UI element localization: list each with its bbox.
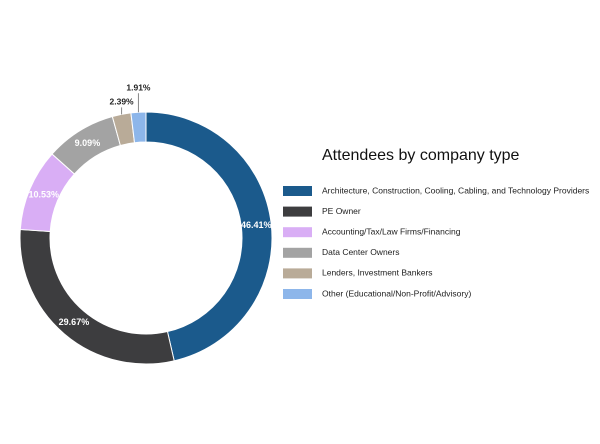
legend-label: Data Center Owners: [322, 247, 399, 257]
data-label: 9.09%: [75, 138, 101, 148]
legend-label: PE Owner: [322, 206, 361, 216]
data-label: 1.91%: [126, 82, 151, 92]
legend-label: Accounting/Tax/Law Firms/Financing: [322, 226, 461, 236]
legend-label: Other (Educational/Non-Profit/Advisory): [322, 288, 471, 298]
data-label: 46.41%: [241, 220, 272, 230]
legend-swatch: [283, 289, 312, 299]
legend-swatch: [283, 247, 312, 258]
donut-slice: [19, 228, 175, 365]
legend-label: Architecture, Construction, Cooling, Cab…: [322, 185, 589, 195]
donut-slice: [130, 111, 147, 144]
donut-slice: [145, 111, 273, 362]
data-label: 10.53%: [28, 189, 59, 199]
data-label: 2.39%: [110, 97, 135, 107]
legend-swatch: [283, 206, 312, 217]
legend-swatch: [283, 268, 312, 279]
legend-swatch: [283, 227, 312, 238]
chart-title: Attendees by company type: [322, 147, 520, 164]
data-label: 29.67%: [59, 317, 90, 327]
legend-label: Lenders, Investment Bankers: [322, 268, 433, 278]
legend-swatch: [283, 186, 312, 196]
